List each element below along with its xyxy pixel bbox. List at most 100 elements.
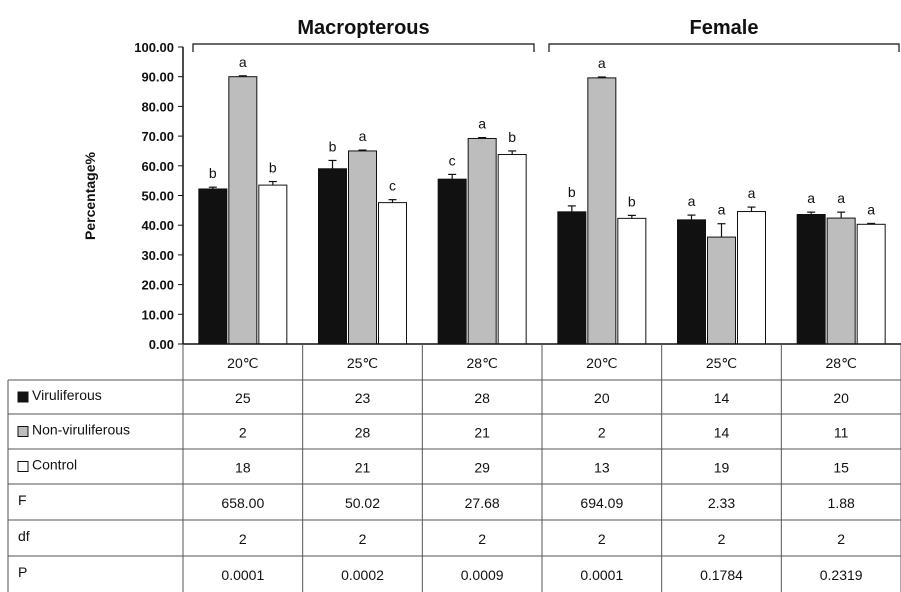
y-tick-label: 80.00 (141, 99, 174, 114)
table-cell: 15 (833, 460, 849, 476)
table-row-label: Control (32, 457, 77, 473)
bar-non-viruliferous (707, 236, 736, 345)
table-cell: 19 (714, 460, 730, 476)
bar-viruliferous (796, 214, 826, 345)
table-cell: 2 (239, 531, 247, 547)
bar-non-viruliferous (467, 137, 497, 345)
significance-letter: a (598, 55, 606, 71)
table-cell: 0.0009 (461, 567, 504, 583)
table-cell: 1.88 (828, 495, 855, 511)
significance-letter: a (359, 128, 367, 144)
table-cell: 27.68 (465, 495, 500, 511)
x-category-label: 20℃ (227, 355, 258, 371)
y-tick-label: 30.00 (141, 248, 174, 263)
table-cell: 2 (359, 531, 367, 547)
significance-letter: b (329, 138, 337, 154)
table-row-label: df (18, 528, 30, 544)
significance-letter: a (807, 190, 815, 206)
bar-control (497, 154, 527, 345)
bar-viruliferous (677, 219, 706, 345)
x-category-label: 20℃ (586, 355, 617, 371)
bar-control (378, 202, 407, 345)
significance-letter: a (748, 185, 756, 201)
table-cell: 18 (235, 460, 251, 476)
group-bracket (548, 43, 900, 52)
x-category-label: 28℃ (467, 355, 498, 371)
table-cell: 2 (598, 425, 606, 441)
table-row-label: F (18, 492, 27, 508)
table-cell: 50.02 (345, 495, 380, 511)
y-tick-label: 0.00 (149, 337, 174, 352)
y-axis-label: Percentage% (82, 151, 98, 239)
significance-letter: a (837, 190, 845, 206)
table-cell: 0.2319 (820, 567, 863, 583)
bar-viruliferous (318, 168, 347, 345)
table-row-label: Non-viruliferous (32, 422, 130, 438)
table-cell: 2 (478, 531, 486, 547)
table-cell: 658.00 (221, 495, 264, 511)
significance-letter: a (239, 54, 247, 70)
legend-marker-white-square (17, 461, 29, 472)
table-cell: 21 (474, 425, 490, 441)
bar-non-viruliferous (228, 76, 258, 345)
table-cell: 2 (239, 425, 247, 441)
legend-marker-black-square (17, 391, 29, 403)
legend-marker-gray-square (17, 426, 29, 437)
table-cell: 13 (594, 460, 610, 476)
significance-letter: b (508, 129, 516, 145)
bar-viruliferous (437, 178, 467, 345)
bar-control (737, 211, 766, 345)
significance-letter: a (867, 201, 875, 217)
significance-letter: a (688, 193, 696, 209)
bar-control (617, 217, 647, 345)
x-category-label: 25℃ (706, 355, 737, 371)
bar-viruliferous (198, 188, 228, 345)
y-tick-label: 60.00 (141, 159, 174, 174)
table-row-label: P (18, 564, 27, 580)
table-cell: 21 (355, 460, 371, 476)
table-cell: 0.1784 (700, 567, 743, 583)
bar-viruliferous (557, 211, 587, 345)
table-cell: 28 (355, 425, 371, 441)
significance-letter: a (478, 116, 486, 132)
y-tick-label: 20.00 (141, 278, 174, 293)
group-title: Macropterous (297, 17, 429, 39)
significance-letter: b (568, 184, 576, 200)
bar-non-viruliferous (587, 77, 617, 345)
x-category-label: 25℃ (347, 355, 378, 371)
table-cell: 28 (474, 390, 490, 406)
table-cell: 14 (714, 425, 730, 441)
table-cell: 2 (837, 531, 845, 547)
table-cell: 2.33 (708, 495, 735, 511)
table-cell: 2 (718, 531, 726, 547)
table-cell: 25 (235, 390, 251, 406)
table-cell: 2 (598, 531, 606, 547)
y-tick-label: 10.00 (141, 307, 174, 322)
significance-letter: b (209, 165, 217, 181)
y-tick-label: 100.00 (134, 40, 174, 55)
table-cell: 694.09 (580, 495, 623, 511)
significance-letter: b (269, 160, 277, 176)
table-cell: 20 (594, 390, 610, 406)
y-tick-label: 70.00 (141, 129, 174, 144)
y-tick-label: 50.00 (141, 189, 174, 204)
bar-non-viruliferous (348, 150, 377, 345)
table-cell: 11 (834, 425, 849, 441)
x-category-label: 28℃ (826, 355, 857, 371)
bar-control (856, 223, 886, 345)
bar-control (258, 184, 288, 345)
bar-non-viruliferous (826, 217, 856, 345)
y-tick-label: 90.00 (141, 70, 174, 85)
significance-letter: b (628, 193, 636, 209)
significance-letter: c (389, 178, 396, 194)
table-cell: 0.0001 (221, 567, 264, 583)
group-title: Female (690, 17, 759, 39)
table-cell: 14 (714, 390, 730, 406)
group-bracket (192, 43, 535, 52)
table-cell: 0.0002 (341, 567, 384, 583)
significance-letter: c (449, 152, 456, 168)
table-row-label: Viruliferous (32, 387, 102, 403)
y-tick-label: 40.00 (141, 218, 174, 233)
table-cell: 23 (355, 390, 371, 406)
